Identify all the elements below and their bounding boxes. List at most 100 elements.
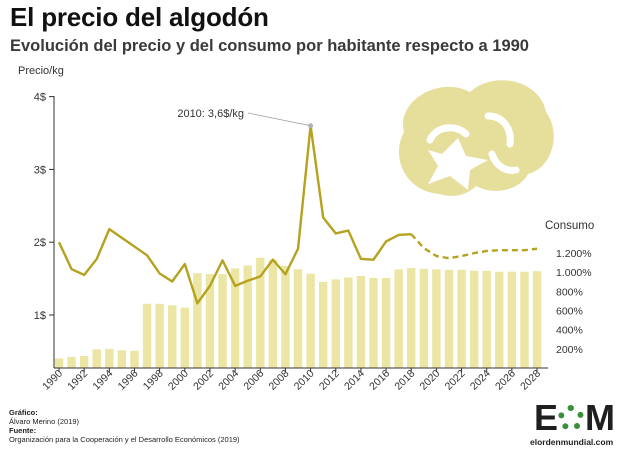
consumption-bar <box>268 259 278 368</box>
annotation-leader <box>247 112 311 127</box>
x-tick-label: 2004 <box>216 368 241 393</box>
x-tick-label: 2028 <box>518 368 543 393</box>
consumption-bar <box>155 303 164 368</box>
cotton-boll-crease <box>426 124 470 144</box>
consumption-bar <box>256 257 265 368</box>
consumption-bar <box>469 270 479 368</box>
consumption-bar <box>168 305 177 368</box>
left-tick-label: 1$ <box>34 310 46 322</box>
consumption-bar <box>281 265 290 368</box>
cotton-boll-shape <box>398 80 554 196</box>
consumption-bar <box>67 356 76 368</box>
fuente-value: Organización para la Cooperación y el De… <box>9 435 240 444</box>
consumption-bar <box>218 274 227 368</box>
consumption-bar <box>130 350 139 368</box>
consumption-bar <box>331 279 340 368</box>
left-tick-label: 4$ <box>34 92 46 104</box>
right-tick-label: 600% <box>556 306 583 318</box>
x-tick-label: 2016 <box>367 368 392 393</box>
x-tick-label: 2010 <box>292 368 317 393</box>
consumption-bar <box>381 277 391 368</box>
left-tick-label: 3$ <box>34 164 46 176</box>
consumption-bar <box>369 277 378 368</box>
consumption-bar <box>54 358 64 368</box>
x-tick-label: 1996 <box>116 368 141 393</box>
consumption-bar <box>193 273 202 368</box>
chart-axes: Precio/kg Consumo <box>18 65 594 369</box>
consumption-bar <box>432 269 441 368</box>
annotation-label: 2010: 3,6$/kg <box>177 108 244 120</box>
x-tick-label: 2026 <box>493 368 518 393</box>
chart-credits: Gráfico: Álvaro Merino (2019) Fuente: Or… <box>9 408 240 444</box>
right-axis-label: Consumo <box>545 220 594 232</box>
cotton-boll-icon <box>398 80 554 196</box>
x-tick-label: 1990 <box>40 368 65 393</box>
consumption-bar <box>482 270 491 368</box>
consumption-bar <box>79 356 89 368</box>
consumption-bar <box>495 271 504 368</box>
x-tick-label: 2006 <box>241 368 266 393</box>
logo-letter-e: E <box>534 397 558 438</box>
annotation-marker <box>308 123 314 129</box>
page-subtitle: Evolución del precio y del consumo por h… <box>10 37 529 55</box>
fuente-label: Fuente: <box>9 426 37 435</box>
consumption-bar <box>318 281 328 368</box>
consumption-bar <box>344 277 353 368</box>
consumption-bar <box>457 269 466 368</box>
price-line <box>57 124 538 305</box>
consumption-bar <box>520 271 529 368</box>
x-tick-label: 2022 <box>443 368 468 393</box>
right-tick-label: 800% <box>556 286 583 298</box>
right-tick-label: 1.000% <box>556 267 592 279</box>
cotton-leaf-cutout <box>428 138 488 190</box>
consumption-bar <box>230 268 240 368</box>
left-tick-label: 2$ <box>34 237 46 249</box>
x-tick-label: 2000 <box>166 368 191 393</box>
consumption-bar <box>293 269 303 368</box>
consumption-bar <box>92 349 101 368</box>
consumption-bar <box>117 350 127 368</box>
right-tick-label: 200% <box>556 344 583 356</box>
consumption-bar <box>205 274 215 368</box>
consumption-bar <box>532 271 542 368</box>
cotton-boll-crease <box>484 112 514 148</box>
right-tick-label: 1.200% <box>556 248 592 260</box>
consumption-bar <box>306 273 315 368</box>
x-tick-label: 1998 <box>141 368 166 393</box>
consumption-bar <box>419 268 429 368</box>
x-tick-label: 2008 <box>267 368 292 393</box>
x-tick-label: 1992 <box>65 368 90 393</box>
grafico-value: Álvaro Merino (2019) <box>9 417 80 426</box>
right-tick-label: 400% <box>556 325 583 337</box>
logo-letter-m: M <box>585 397 615 438</box>
logo-url: elordenmundial.com <box>530 437 614 447</box>
x-tick-label: 2002 <box>191 368 216 393</box>
consumption-bar <box>180 307 189 368</box>
x-tick-label: 2014 <box>342 368 367 393</box>
logo-globe-icon <box>558 405 585 431</box>
consumption-bars <box>54 257 542 368</box>
consumption-bar <box>507 271 517 368</box>
consumption-bar <box>444 269 454 368</box>
consumption-bar <box>356 276 366 368</box>
consumption-bar <box>243 265 252 368</box>
consumption-bar <box>105 348 114 368</box>
consumption-bar <box>407 267 416 368</box>
x-tick-label: 2024 <box>468 368 493 393</box>
x-tick-label: 2012 <box>317 368 342 393</box>
price-line-projected <box>410 233 538 260</box>
left-axis-label: Precio/kg <box>18 65 64 77</box>
x-tick-label: 2020 <box>418 368 443 393</box>
x-tick-label: 2018 <box>392 368 417 393</box>
consumption-bar <box>394 269 403 368</box>
price-line-historical <box>57 124 412 305</box>
x-tick-label: 1994 <box>90 368 115 393</box>
consumption-bar <box>142 303 152 368</box>
cotton-boll-crease <box>488 150 520 174</box>
page-title: El precio del algodón <box>10 2 269 32</box>
grafico-label: Gráfico: <box>9 408 38 417</box>
chart-annotation: 2010: 3,6$/kg <box>177 108 314 129</box>
